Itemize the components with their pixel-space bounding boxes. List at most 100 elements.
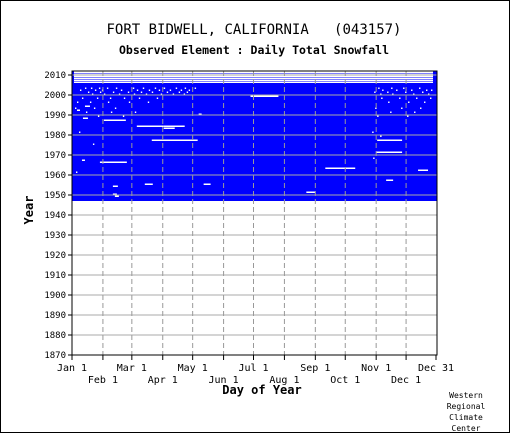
missing-data-day xyxy=(87,91,90,93)
y-tick-label: 1980 xyxy=(44,131,66,141)
missing-data-day xyxy=(109,97,112,99)
missing-data-segment xyxy=(99,161,127,163)
x-tick-label: Nov 1 xyxy=(361,363,391,374)
missing-data-day xyxy=(84,87,87,89)
missing-data-segment xyxy=(112,193,117,195)
missing-data-day xyxy=(405,91,407,93)
x-axis-label: Day of Year xyxy=(222,383,301,397)
credit-block: Western Regional Climate Center xyxy=(436,390,496,434)
credit-line: Center xyxy=(451,424,481,433)
x-tick-label: Sep 1 xyxy=(300,363,330,374)
missing-data-day xyxy=(377,115,379,117)
missing-data-day xyxy=(166,91,169,93)
missing-data-segment xyxy=(325,167,356,169)
y-tick-label: 1970 xyxy=(44,151,66,161)
chart-subtitle: Observed Element : Daily Total Snowfall xyxy=(118,43,390,57)
missing-data-segment xyxy=(82,117,88,119)
missing-data-day xyxy=(103,93,106,95)
missing-data-day xyxy=(188,89,191,91)
x-tick-label: Aug 1 xyxy=(269,375,299,386)
missing-data-day xyxy=(430,97,432,99)
x-tick-label: Oct 1 xyxy=(330,375,360,386)
y-tick-label: 1920 xyxy=(44,251,66,261)
missing-data-day xyxy=(388,101,390,103)
credit-line: Western xyxy=(449,391,483,400)
missing-data-day xyxy=(75,171,78,173)
missing-data-day xyxy=(122,115,125,117)
missing-data-segment xyxy=(163,127,175,129)
missing-data-segment xyxy=(144,183,153,185)
missing-data-day xyxy=(424,101,426,103)
missing-data-segment xyxy=(203,183,211,185)
missing-data-day xyxy=(99,91,102,93)
missing-data-day xyxy=(97,115,100,117)
missing-data-day xyxy=(381,97,383,99)
missing-data-segment xyxy=(198,113,202,115)
x-tick-label: Apr 1 xyxy=(148,375,178,386)
missing-data-segment xyxy=(136,125,164,127)
missing-data-day xyxy=(156,97,159,99)
y-tick-label: 2000 xyxy=(44,91,66,101)
x-tick-label: Jul 1 xyxy=(238,363,268,374)
missing-data-day xyxy=(172,93,175,95)
y-tick-label: 1890 xyxy=(44,311,66,321)
missing-data-day xyxy=(184,87,187,89)
missing-data-day xyxy=(81,97,84,99)
missing-data-day xyxy=(407,115,409,117)
missing-data-day xyxy=(128,101,131,103)
missing-data-day xyxy=(132,87,135,89)
y-tick-label: 1940 xyxy=(44,211,66,221)
missing-data-day xyxy=(118,93,121,95)
missing-data-day xyxy=(392,93,394,95)
missing-data-day xyxy=(90,87,93,89)
missing-data-day xyxy=(96,97,99,99)
missing-data-segment xyxy=(306,191,316,193)
missing-data-day xyxy=(145,93,148,95)
missing-data-segment xyxy=(73,77,434,79)
missing-data-segment xyxy=(250,95,279,97)
missing-data-day xyxy=(112,91,115,93)
missing-data-day xyxy=(175,87,178,89)
missing-data-day xyxy=(380,135,382,137)
missing-data-segment xyxy=(114,195,119,197)
missing-data-day xyxy=(114,107,117,109)
missing-data-segment xyxy=(418,169,429,171)
missing-data-day xyxy=(94,89,97,91)
missing-data-day xyxy=(178,91,181,93)
missing-data-day xyxy=(428,93,430,95)
missing-data-day xyxy=(401,107,403,109)
missing-data-day xyxy=(151,91,154,93)
missing-data-day xyxy=(76,101,79,103)
missing-data-day xyxy=(411,89,413,91)
missing-data-day xyxy=(391,87,393,89)
missing-data-day xyxy=(147,101,150,103)
y-tick-label: 1900 xyxy=(44,291,66,301)
missing-data-day xyxy=(420,107,422,109)
missing-data-day xyxy=(194,87,197,89)
missing-data-day xyxy=(148,89,151,91)
missing-data-day xyxy=(163,87,166,89)
missing-data-day xyxy=(79,89,82,91)
missing-data-day xyxy=(183,93,186,95)
y-axis-label: Year xyxy=(22,196,36,225)
missing-data-segment xyxy=(376,151,403,153)
missing-data-day xyxy=(403,87,405,89)
missing-data-day xyxy=(399,97,401,99)
x-tick-label: Jan 1 xyxy=(57,363,87,374)
missing-data-segment xyxy=(73,75,434,77)
missing-data-day xyxy=(133,93,136,95)
y-tick-label: 1960 xyxy=(44,171,66,181)
missing-data-day xyxy=(380,93,382,95)
missing-data-day xyxy=(413,93,415,95)
missing-data-day xyxy=(158,89,161,91)
missing-data-day xyxy=(93,107,96,109)
y-tick-label: 1880 xyxy=(44,331,66,341)
x-tick-label: May 1 xyxy=(178,363,208,374)
missing-data-day xyxy=(85,111,88,113)
y-tick-label: 1910 xyxy=(44,271,66,281)
missing-data-day xyxy=(92,143,95,145)
missing-data-day xyxy=(127,91,130,93)
missing-data-segment xyxy=(103,119,126,121)
missing-data-day xyxy=(110,111,113,113)
missing-data-day xyxy=(186,91,189,93)
